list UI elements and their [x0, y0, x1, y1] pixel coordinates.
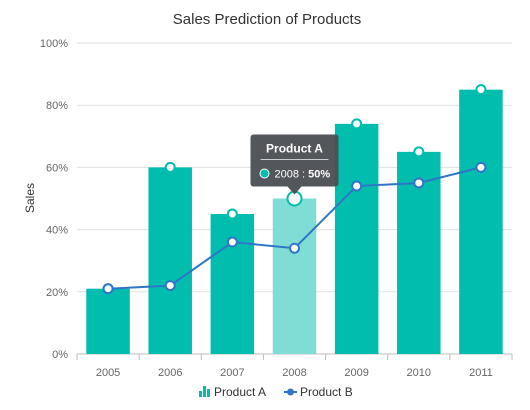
bar — [334, 123, 379, 354]
markers — [102, 84, 487, 295]
bar — [459, 89, 503, 355]
x-tick-label: 2007 — [220, 367, 244, 379]
legend-bar-icon — [203, 386, 206, 397]
line-point-marker — [102, 283, 114, 295]
x-tick-label: 2008 — [282, 367, 306, 379]
bar — [210, 214, 255, 354]
bar-point-marker — [164, 161, 176, 173]
legend-bar-icon — [207, 389, 210, 397]
x-tick-label: 2011 — [469, 367, 493, 379]
tooltip-pointer — [287, 186, 302, 195]
y-tick-label: 80% — [46, 100, 68, 112]
bar — [148, 167, 192, 354]
chart-title: Sales Prediction of Products — [173, 11, 361, 28]
x-axis: 2005 2006 2007 2008 2009 2010 2011 — [76, 354, 513, 379]
y-tick-label: 100% — [40, 38, 68, 50]
bar — [86, 288, 130, 354]
legend-line-marker — [287, 388, 294, 396]
x-tick-label: 2006 — [158, 367, 182, 379]
bar-point-marker — [413, 146, 425, 158]
tooltip: Product A 2008 : 50% — [250, 134, 339, 195]
y-tick-label: 20% — [46, 287, 68, 299]
x-tick-label: 2005 — [96, 367, 120, 379]
y-tick-label: 40% — [46, 225, 68, 237]
legend-label: Product B — [300, 385, 353, 399]
y-tick-label: 60% — [46, 162, 68, 174]
line-point-marker — [289, 242, 300, 254]
x-tick-label: 2009 — [344, 367, 368, 379]
tooltip-text-prefix: 2008 : — [275, 169, 309, 181]
legend-label: Product A — [214, 385, 266, 399]
legend-bar-icon — [199, 391, 202, 397]
y-tick-label: 0% — [52, 349, 68, 361]
line-point-marker — [413, 177, 425, 189]
bar-point-marker — [226, 208, 238, 220]
bar-point-marker — [475, 84, 487, 96]
tooltip-text: 2008 : 50% — [275, 169, 331, 181]
tooltip-text-value: 50% — [308, 169, 330, 181]
line-point-marker — [226, 236, 238, 248]
bar-series — [86, 89, 503, 355]
legend: Product A Product B — [199, 385, 353, 399]
bar — [272, 198, 317, 354]
y-axis: 0% 20% 40% 60% 80% 100% — [40, 38, 68, 361]
tooltip-title: Product A — [266, 142, 323, 156]
line-point-marker — [475, 161, 487, 173]
line-point-marker — [351, 180, 363, 192]
y-axis-title: Sales — [23, 183, 37, 213]
tooltip-series-swatch — [259, 168, 270, 179]
bar-point-marker — [351, 118, 363, 130]
x-tick-label: 2010 — [407, 367, 431, 379]
line-point-marker — [164, 280, 176, 292]
tooltip-box — [250, 134, 339, 187]
